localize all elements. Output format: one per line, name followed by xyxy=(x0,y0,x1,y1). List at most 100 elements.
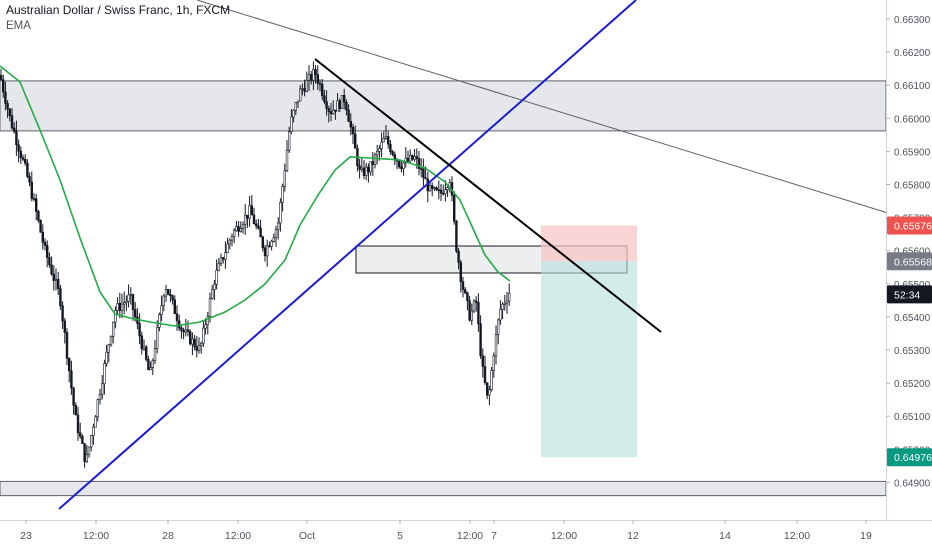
candle xyxy=(389,139,392,155)
candle xyxy=(496,318,500,345)
candle xyxy=(373,152,377,169)
candle-down xyxy=(481,355,484,367)
candle xyxy=(457,247,460,270)
candle-up xyxy=(340,95,344,109)
price-tick-label: 0.65100 xyxy=(894,412,931,423)
candle-down xyxy=(193,338,196,347)
time-tick-label: 12:00 xyxy=(83,530,109,542)
candle-down xyxy=(63,320,67,333)
price-label: 0.65676 xyxy=(887,216,932,235)
candle xyxy=(433,186,436,191)
price-label-bg xyxy=(887,285,932,304)
candle xyxy=(455,219,458,254)
candle-down xyxy=(461,281,465,290)
candle-down xyxy=(457,250,460,263)
candle-down xyxy=(8,108,11,116)
candle-down xyxy=(65,332,69,359)
candle-down xyxy=(186,329,190,332)
candle xyxy=(158,312,161,332)
candle-down xyxy=(261,236,264,249)
candle-up xyxy=(103,363,106,385)
symbol-title[interactable]: Australian Dollar / Swiss Franc, 1h, FXC… xyxy=(6,3,231,17)
candle xyxy=(501,302,504,320)
candle xyxy=(59,284,62,310)
candle-down xyxy=(257,225,260,229)
candle xyxy=(499,300,502,325)
candle xyxy=(202,321,205,348)
candle xyxy=(63,317,67,344)
candle xyxy=(298,85,302,102)
price-label: 0.65568 xyxy=(887,252,932,271)
candle xyxy=(160,295,163,322)
candle-up xyxy=(211,289,214,299)
candle-down xyxy=(323,95,326,102)
candle xyxy=(307,65,311,92)
candle-up xyxy=(494,334,498,357)
time-tick-label: 12:00 xyxy=(457,530,483,542)
candle-up xyxy=(200,342,203,346)
candle-up xyxy=(375,150,379,156)
candle xyxy=(178,314,181,332)
candle xyxy=(318,79,322,92)
candle-up xyxy=(413,156,416,160)
candle xyxy=(505,291,509,314)
candle-up xyxy=(290,116,293,132)
candle-down xyxy=(13,127,16,132)
candle xyxy=(226,237,229,254)
candle-up xyxy=(501,304,504,310)
candle-up xyxy=(224,252,227,260)
candle-up xyxy=(283,170,286,187)
candle xyxy=(320,78,324,101)
candle xyxy=(79,422,82,439)
candle-down xyxy=(56,278,60,289)
candle xyxy=(408,149,412,164)
candle xyxy=(347,104,350,122)
candle-up xyxy=(408,155,412,162)
blue-trendline xyxy=(58,0,637,510)
candle-up xyxy=(208,298,212,317)
candle-up xyxy=(380,141,383,149)
candle-down xyxy=(0,74,3,80)
candle-down xyxy=(389,143,392,153)
candle xyxy=(72,386,75,415)
candle xyxy=(129,287,132,305)
candle-down xyxy=(52,273,56,281)
candle xyxy=(162,294,165,312)
candle xyxy=(195,335,198,358)
indicator-label[interactable]: EMA xyxy=(6,20,31,32)
candle xyxy=(380,132,383,158)
candle xyxy=(120,293,124,319)
candle xyxy=(459,259,462,293)
candle xyxy=(41,224,45,250)
candle xyxy=(171,294,174,305)
candle-down xyxy=(400,166,403,170)
candle-up xyxy=(503,302,506,305)
candle xyxy=(228,238,231,250)
candle xyxy=(400,160,403,173)
stop-loss-area xyxy=(541,225,637,262)
price-tick-label: 0.65600 xyxy=(894,247,931,258)
candle-up xyxy=(92,426,95,436)
candle xyxy=(107,343,111,363)
candle-up xyxy=(305,80,308,92)
candle xyxy=(303,79,306,97)
price-label-bg xyxy=(887,252,932,271)
candle-up xyxy=(191,338,194,345)
candle xyxy=(175,305,179,331)
candle-down xyxy=(391,151,394,155)
candle-down xyxy=(386,136,390,145)
candle xyxy=(13,122,16,134)
candle xyxy=(446,185,449,197)
candle-down xyxy=(415,156,418,159)
candle-down xyxy=(441,192,445,195)
candle xyxy=(224,241,227,269)
candle-up xyxy=(488,389,491,396)
time-tick-label: 28 xyxy=(162,530,174,542)
candle xyxy=(472,299,476,314)
candle-down xyxy=(173,299,176,315)
candle-down xyxy=(74,405,78,416)
time-axis: 23 12:00 28 12:00 Oct 5 12:00 7 12:00 12 14 12:00 19 xyxy=(0,520,932,550)
candle xyxy=(351,123,355,145)
